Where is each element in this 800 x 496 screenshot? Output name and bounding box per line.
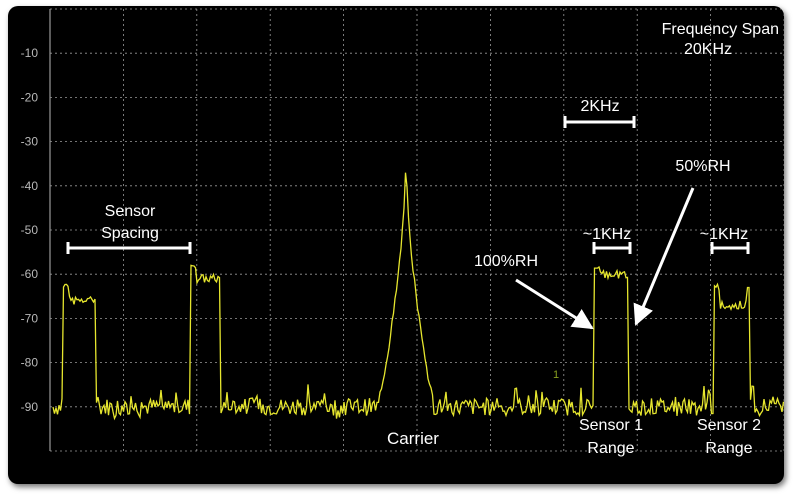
- one-khz-bracket-sensor1: [592, 242, 632, 254]
- two-khz-label: 2KHz: [580, 98, 619, 115]
- sensor-spacing-bracket: [66, 242, 192, 254]
- grid: [49, 8, 784, 452]
- sensor-spacing-label-line2: Spacing: [101, 225, 159, 242]
- y-tick-label: -60: [21, 267, 39, 281]
- fifty-rh-label: 50%RH: [675, 158, 730, 175]
- carrier-label: Carrier: [387, 429, 439, 448]
- y-tick-label: -70: [21, 311, 39, 325]
- sensor2-range-label-line1: Sensor 2: [697, 417, 761, 434]
- sensor1-range-label-line1: Sensor 1: [579, 417, 643, 434]
- y-tick-label: -20: [21, 90, 39, 104]
- y-tick-label: -40: [21, 179, 39, 193]
- spectrum-analyzer-screen: -10 -20 -30 -40 -50 -60 -70 -80 -90 1 Frequency …: [8, 6, 784, 484]
- spectrum-chart: -10 -20 -30 -40 -50 -60 -70 -80 -90 1 Frequency …: [21, 8, 784, 457]
- y-tick-label: -50: [21, 223, 39, 237]
- y-tick-label: -30: [21, 135, 39, 149]
- y-tick-labels: -10 -20 -30 -40 -50 -60 -70 -80 -90: [21, 46, 39, 414]
- one-khz-label-sensor2: ~1KHz: [700, 226, 748, 243]
- y-tick-label: -80: [21, 356, 39, 370]
- spectrum-trace: [52, 172, 784, 421]
- frequency-span-value: 20KHz: [684, 41, 732, 58]
- sensor2-range-label-line2: Range: [705, 440, 752, 457]
- two-khz-bracket: [563, 116, 636, 128]
- y-tick-label: -90: [21, 400, 39, 414]
- fifty-rh-arrow: [633, 187, 695, 326]
- sensor-spacing-label-line1: Sensor: [105, 203, 156, 220]
- hundred-rh-label: 100%RH: [474, 253, 538, 270]
- marker-label: 1: [553, 369, 559, 381]
- sensor1-range-label-line2: Range: [587, 440, 634, 457]
- one-khz-label-sensor1: ~1KHz: [583, 226, 631, 243]
- y-tick-label: -10: [21, 46, 39, 60]
- one-khz-bracket-sensor2: [710, 242, 750, 254]
- hundred-rh-arrow: [515, 278, 594, 330]
- frequency-span-label: Frequency Span: [662, 21, 779, 38]
